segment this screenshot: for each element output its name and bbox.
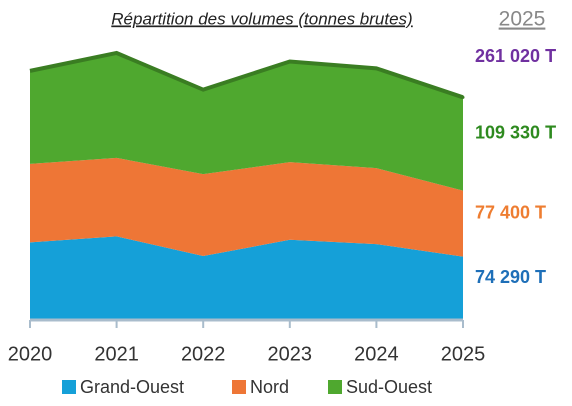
top-outline (29, 50, 464, 100)
x-tick-label: 2021 (94, 343, 139, 365)
legend-label: Grand-Ouest (80, 377, 184, 397)
x-tick-label: 2020 (8, 343, 53, 365)
total-marker (461, 95, 465, 99)
legend-swatch (62, 380, 76, 394)
legend-swatch (328, 380, 342, 394)
area (30, 236, 463, 320)
legend-label: Nord (250, 377, 289, 397)
x-tick-label: 2022 (181, 343, 226, 365)
x-tick-label: 2024 (354, 343, 399, 365)
value-label: 77 400 T (475, 202, 546, 222)
chart-title: Répartition des volumes (tonnes brutes) (111, 9, 412, 28)
value-label: 109 330 T (475, 123, 556, 143)
area (30, 52, 463, 191)
total-label: 261 020 T (475, 46, 556, 66)
year-label: 2025 (499, 8, 546, 31)
legend-label: Sud-Ouest (346, 377, 432, 397)
area (30, 157, 463, 257)
x-tick-label: 2023 (268, 343, 313, 365)
value-label: 74 290 T (475, 267, 546, 287)
legend-swatch (232, 380, 246, 394)
x-tick-label: 2025 (441, 343, 486, 365)
